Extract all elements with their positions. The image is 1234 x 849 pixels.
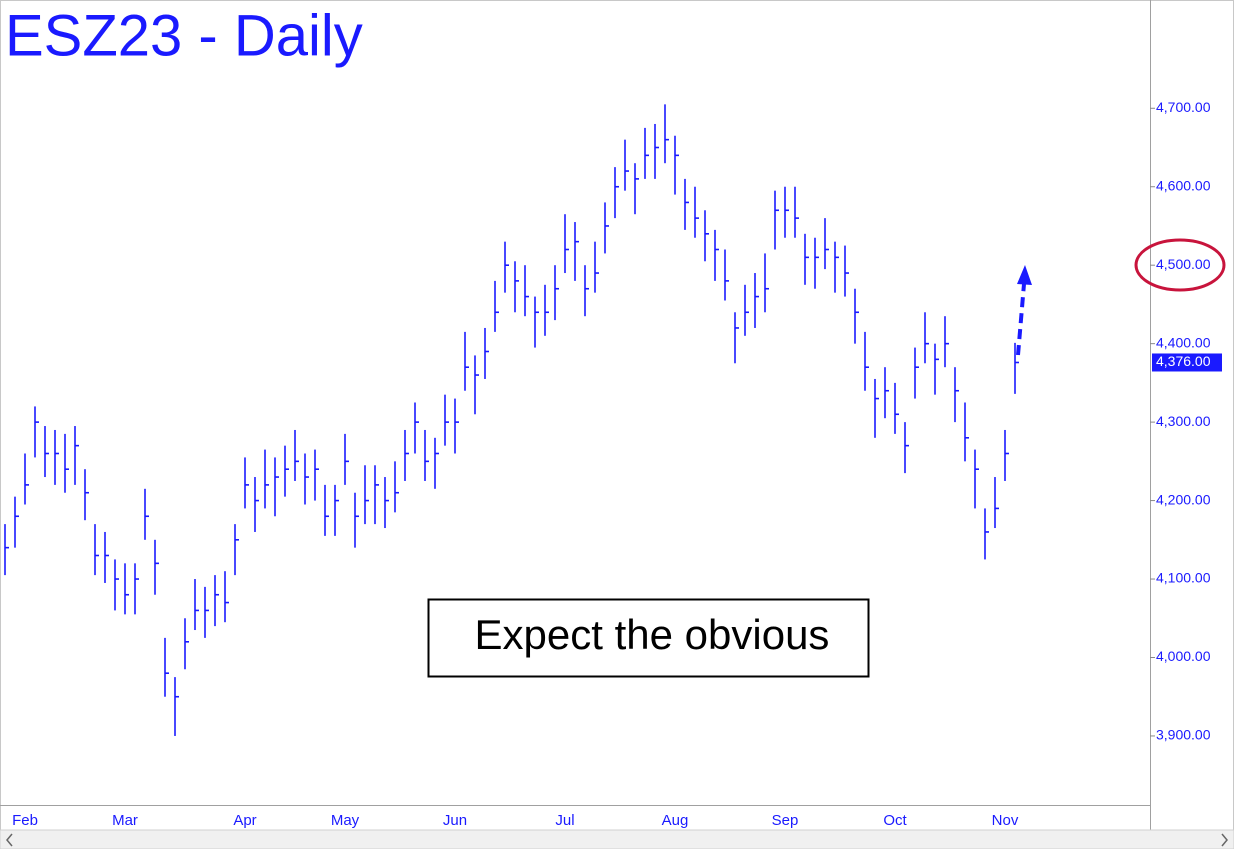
highlight-ellipse [1134, 238, 1226, 292]
x-tick-label: Jun [443, 812, 467, 829]
last-price-box [1152, 353, 1222, 372]
scroll-right[interactable] [1221, 833, 1228, 847]
y-tick-label: 4,700.00 [1156, 99, 1211, 115]
chart-title: ESZ23 - Daily [5, 3, 363, 68]
scroll-left[interactable] [6, 833, 13, 847]
y-tick-label: 4,600.00 [1156, 177, 1211, 193]
y-tick-label: 4,000.00 [1156, 648, 1211, 664]
x-tick-label: Mar [112, 812, 138, 829]
forecast-arrow [1016, 283, 1026, 356]
scrollbar[interactable] [0, 829, 1234, 849]
y-tick-label: 3,900.00 [1156, 727, 1211, 743]
x-tick-label: May [331, 812, 360, 829]
x-tick-label: Aug [662, 812, 689, 829]
annotation: Expect the obvious [475, 611, 830, 658]
y-tick-label: 4,400.00 [1156, 334, 1211, 350]
x-tick-label: Oct [883, 812, 907, 829]
y-tick-label: 4,100.00 [1156, 570, 1211, 586]
forecast-arrowhead [1017, 265, 1032, 285]
y-tick-label: 4,200.00 [1156, 491, 1211, 507]
y-tick-label: 4,300.00 [1156, 413, 1211, 429]
x-tick-label: Apr [233, 812, 256, 829]
x-tick-label: Feb [12, 812, 38, 829]
x-tick-label: Sep [772, 812, 799, 829]
x-tick-label: Jul [555, 812, 574, 829]
annotation-box [427, 598, 870, 678]
last-price-label: 4,376.00 [1156, 353, 1211, 369]
y-tick-label: 4,500.00 [1156, 256, 1211, 272]
x-tick-label: Nov [992, 812, 1019, 829]
